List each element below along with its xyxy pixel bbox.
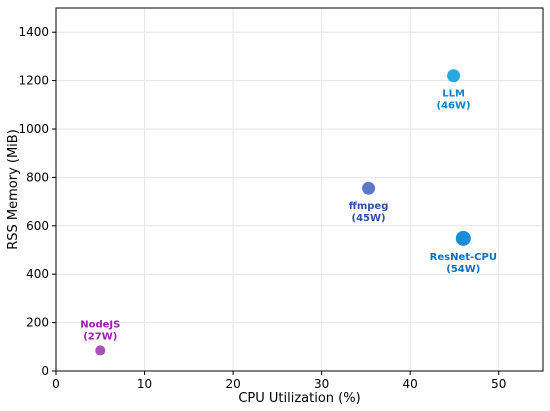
x-tick-label: 30	[314, 377, 329, 391]
point-label-power: (45W)	[352, 213, 386, 224]
point-nodejs	[95, 345, 106, 356]
y-tick-label: 200	[26, 316, 49, 330]
point-label-name: ResNet-CPU	[430, 252, 497, 263]
x-tick-label: 10	[137, 377, 152, 391]
point-label-power: (27W)	[83, 331, 117, 342]
y-tick-label: 400	[26, 267, 49, 281]
point-llm	[447, 69, 461, 83]
y-tick-label: 0	[41, 364, 49, 378]
x-tick-label: 0	[52, 377, 60, 391]
plot-frame	[55, 7, 544, 372]
point-resnet-cpu	[455, 230, 471, 246]
y-axis-title: RSS Memory (MiB)	[6, 129, 21, 250]
x-tick-label: 50	[491, 377, 506, 391]
grid-lines	[55, 8, 543, 372]
point-label-name: LLM	[442, 88, 465, 99]
point-label-power: (46W)	[437, 100, 471, 111]
y-tick-label: 800	[26, 170, 49, 184]
point-labels: NodeJS(27W) ffmpeg(45W) LLM(46W) ResNet-CPU…	[80, 88, 497, 342]
point-label-name: ffmpeg	[349, 201, 389, 212]
y-tick-label: 1400	[18, 25, 49, 39]
x-axis-ticks: 0 10 20 30 40 50	[52, 371, 506, 391]
y-tick-label: 1200	[18, 74, 49, 88]
point-label-name: NodeJS	[80, 319, 120, 330]
point-label-power: (54W)	[446, 264, 480, 275]
y-tick-label: 600	[26, 219, 49, 233]
x-axis-title: CPU Utilization (%)	[238, 391, 360, 406]
data-points	[95, 69, 471, 356]
y-tick-label: 1000	[18, 122, 49, 136]
y-axis-ticks: 0 200 400 600 800 1000 1200 1400	[18, 25, 56, 378]
x-tick-label: 40	[403, 377, 418, 391]
x-tick-label: 20	[225, 377, 240, 391]
point-ffmpeg	[362, 181, 376, 195]
